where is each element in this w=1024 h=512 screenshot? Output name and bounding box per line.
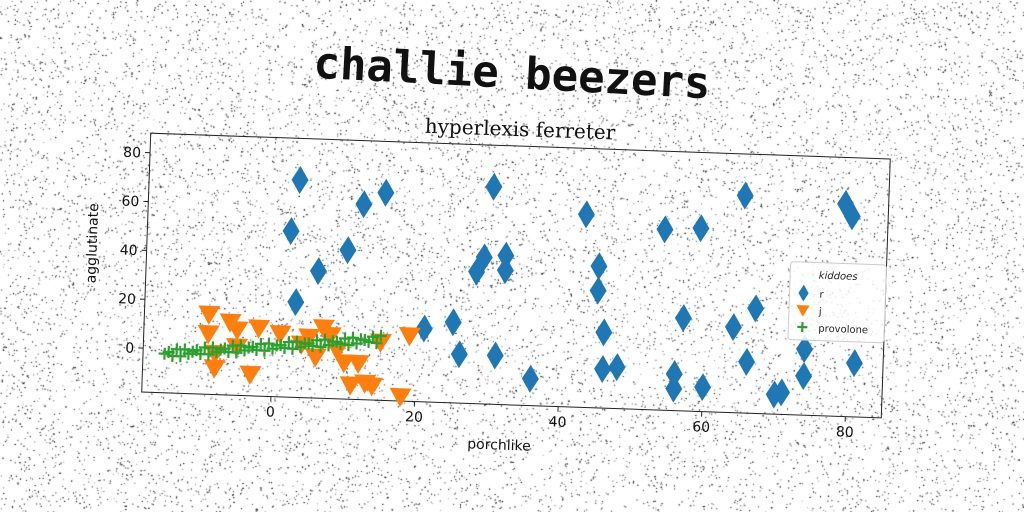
data-point-r	[589, 276, 607, 305]
data-point-r	[608, 353, 626, 382]
data-point-r	[772, 378, 790, 407]
data-point-r	[694, 373, 712, 402]
data-point-r	[309, 257, 327, 286]
data-point-r	[665, 374, 683, 403]
data-point-r	[355, 190, 373, 219]
data-point-r	[674, 304, 692, 333]
data-point-provolone	[314, 340, 327, 353]
data-point-j	[203, 359, 226, 379]
data-point-r	[845, 349, 863, 378]
legend-box	[787, 261, 887, 344]
data-point-r	[415, 314, 433, 343]
figure-suptitle: challie beezers	[312, 38, 711, 110]
data-point-r	[736, 181, 754, 210]
legend-items: rj provolone	[796, 284, 868, 337]
data-point-r	[485, 172, 503, 201]
data-point-j	[389, 387, 412, 408]
data-point-r	[843, 202, 861, 231]
series-j	[197, 305, 421, 408]
data-point-r	[282, 217, 300, 245]
data-point-r	[287, 288, 305, 317]
legend: kiddoes rj provolone	[787, 261, 887, 344]
data-point-provolone	[374, 329, 387, 342]
data-point-provolone	[370, 337, 383, 350]
series-provolone	[158, 329, 387, 363]
data-point-j	[333, 354, 356, 374]
data-point-r	[521, 364, 539, 393]
data-point-r	[444, 308, 462, 337]
x-axis-ticks: 0 20 40 60 80	[266, 396, 854, 441]
data-point-provolone	[338, 332, 351, 345]
data-point-j	[398, 327, 421, 347]
series-r	[282, 165, 863, 409]
x-tick-label: 80	[836, 424, 854, 441]
data-point-j	[269, 324, 292, 345]
legend-marker-provolone	[797, 322, 808, 333]
x-tick-label: 60	[692, 419, 710, 436]
data-point-provolone	[342, 339, 355, 352]
data-point-r	[796, 335, 814, 364]
data-point-r	[450, 340, 468, 369]
data-point-provolone	[202, 348, 215, 361]
legend-marker-r	[798, 284, 809, 302]
data-point-provolone	[258, 344, 271, 357]
data-point-j	[304, 348, 327, 368]
y-tick-label: 40	[120, 242, 138, 259]
data-point-r	[486, 341, 504, 370]
data-point-j	[226, 320, 249, 341]
data-point-r	[724, 313, 742, 342]
x-tick-label: 40	[548, 414, 566, 431]
data-point-r	[692, 214, 710, 243]
data-point-provolone	[230, 346, 243, 359]
y-axis-label: agglutinate	[83, 203, 102, 284]
data-point-r	[339, 236, 357, 265]
y-tick-label: 0	[125, 340, 134, 356]
data-point-r	[594, 355, 612, 384]
data-point-j	[198, 305, 221, 325]
data-point-r	[496, 256, 514, 285]
x-tick-label: 0	[266, 404, 275, 420]
legend-label-j: j	[818, 307, 822, 318]
y-tick-label: 80	[123, 145, 141, 162]
data-point-j	[361, 377, 384, 397]
data-point-r	[738, 347, 756, 376]
data-point-provolone	[174, 350, 187, 363]
y-tick-label: 60	[121, 194, 139, 211]
data-point-j	[197, 324, 220, 345]
plot-marks	[158, 165, 863, 409]
data-point-r	[595, 318, 613, 347]
data-point-r	[837, 189, 855, 218]
plot-axes: hyperlexis ferreter 0 20 40 60 80 020406080 …	[83, 114, 891, 455]
legend-label-r: r	[819, 290, 824, 301]
data-point-r	[377, 178, 395, 207]
x-tick-label: 20	[405, 409, 423, 426]
x-axis-label: porchlike	[467, 436, 531, 454]
data-point-r	[577, 200, 595, 229]
data-point-r	[747, 294, 765, 323]
data-point-provolone	[286, 342, 299, 355]
legend-title: kiddoes	[819, 271, 858, 283]
data-point-provolone	[366, 330, 379, 343]
data-point-j	[248, 319, 271, 339]
y-axis-ticks: 0 20 40 60 80	[118, 145, 151, 357]
data-point-r	[291, 165, 309, 194]
data-point-r	[475, 243, 493, 272]
data-point-r	[795, 362, 813, 391]
y-tick-label: 20	[118, 291, 136, 308]
data-point-r	[590, 252, 608, 281]
legend-marker-j	[796, 305, 810, 317]
data-point-r	[656, 215, 674, 244]
data-point-j	[319, 326, 342, 347]
legend-label-provolone: provolone	[818, 324, 868, 337]
chart-title: hyperlexis ferreter	[424, 114, 616, 145]
data-point-j	[239, 365, 262, 385]
data-point-r	[665, 359, 683, 388]
data-point-j	[339, 376, 362, 396]
data-point-j	[347, 354, 370, 374]
data-point-r	[497, 241, 515, 270]
